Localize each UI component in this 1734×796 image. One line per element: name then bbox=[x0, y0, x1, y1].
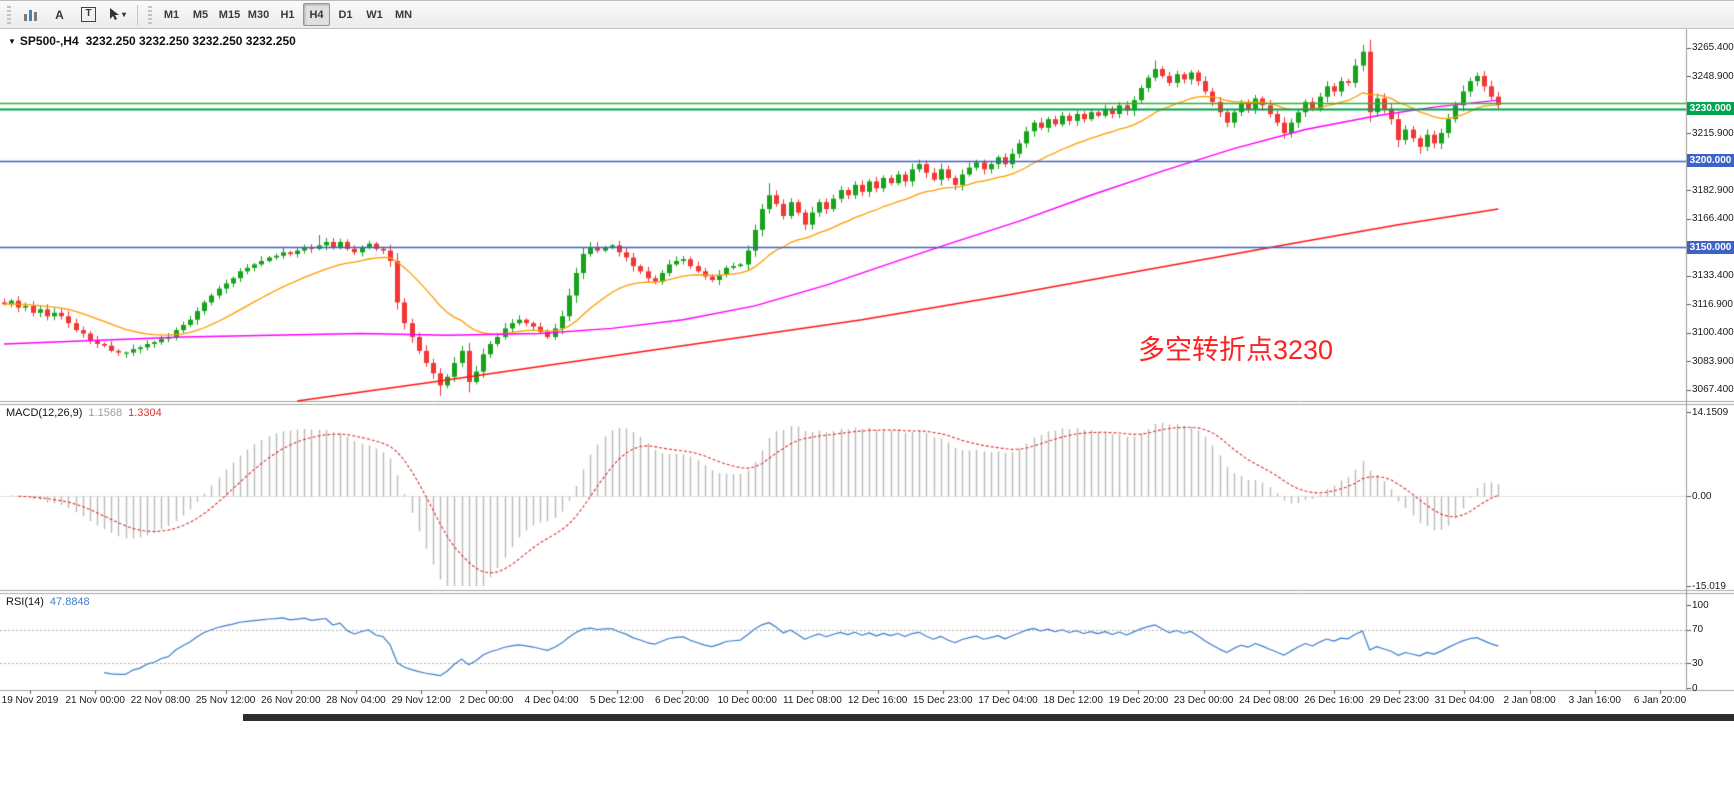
chevron-down-icon: ▾ bbox=[121, 10, 126, 19]
timeframe-toolbar: M1 M5 M15 M30 H1 H4 D1 W1 MN bbox=[157, 3, 418, 26]
text-label-tool-button[interactable]: T bbox=[75, 3, 102, 26]
bar-chart-tool-button[interactable] bbox=[17, 3, 44, 26]
timeframe-button-M1[interactable]: M1 bbox=[163, 8, 180, 21]
toolbar-grip[interactable] bbox=[148, 5, 152, 24]
toolbar-separator bbox=[137, 4, 138, 25]
cursor-icon bbox=[109, 8, 119, 20]
macd-signal-value: 1.3304 bbox=[128, 407, 162, 419]
top-toolbar: A T ▾ M1 M5 M15 M30 H1 H4 D1 W1 MN bbox=[0, 1, 1734, 29]
letter-a-icon: A bbox=[55, 7, 64, 22]
rsi-name: RSI(14) bbox=[6, 596, 44, 608]
macd-label: MACD(12,26,9) 1.1568 1.3304 bbox=[6, 407, 162, 419]
symbol-dropdown-icon[interactable]: ▼ bbox=[8, 37, 16, 46]
timeframe-button-H1[interactable]: H1 bbox=[280, 8, 295, 21]
timeframe-button-H4[interactable]: H4 bbox=[303, 3, 330, 26]
macd-value: 1.1568 bbox=[88, 407, 123, 419]
timeframe-button-MN[interactable]: MN bbox=[394, 8, 413, 21]
letter-t-icon: T bbox=[81, 7, 96, 22]
line-studies-toolbar: A T ▾ bbox=[16, 3, 132, 26]
timeframe-button-D1[interactable]: D1 bbox=[338, 8, 353, 21]
rsi-value: 47.8848 bbox=[49, 596, 90, 608]
chart-window: 3265.400 3248.900 3215.900 3182.900 3166.400… bbox=[0, 29, 1734, 796]
timeframe-button-M15[interactable]: M15 bbox=[218, 8, 241, 21]
chart-canvas[interactable] bbox=[0, 29, 1734, 796]
panel-divider-rsi[interactable] bbox=[0, 588, 1734, 594]
cursor-tool-button[interactable]: ▾ bbox=[104, 3, 131, 26]
macd-name: MACD(12,26,9) bbox=[6, 407, 83, 419]
panel-divider-macd[interactable] bbox=[0, 399, 1734, 405]
chart-annotation-text: 多空转折点3230 bbox=[1138, 335, 1334, 365]
rsi-label: RSI(14) 47.8848 bbox=[6, 596, 90, 608]
timeframe-button-W1[interactable]: W1 bbox=[366, 8, 383, 21]
timeframe-button-M30[interactable]: M30 bbox=[247, 8, 270, 21]
symbol-line: ▼ SP500-,H4 3232.250 3232.250 3232.250 323… bbox=[8, 34, 296, 48]
timeframe-button-M5[interactable]: M5 bbox=[192, 8, 209, 21]
toolbar-grip[interactable] bbox=[7, 5, 11, 24]
text-annotation-tool-button[interactable]: A bbox=[46, 3, 73, 26]
symbol-label: SP500-,H4 bbox=[19, 34, 79, 48]
scrollbar-thumb[interactable] bbox=[243, 714, 1734, 721]
ohlc-values: 3232.250 3232.250 3232.250 3232.250 bbox=[85, 34, 296, 48]
horizontal-scrollbar[interactable] bbox=[0, 714, 1734, 721]
bar-chart-icon bbox=[24, 9, 37, 21]
